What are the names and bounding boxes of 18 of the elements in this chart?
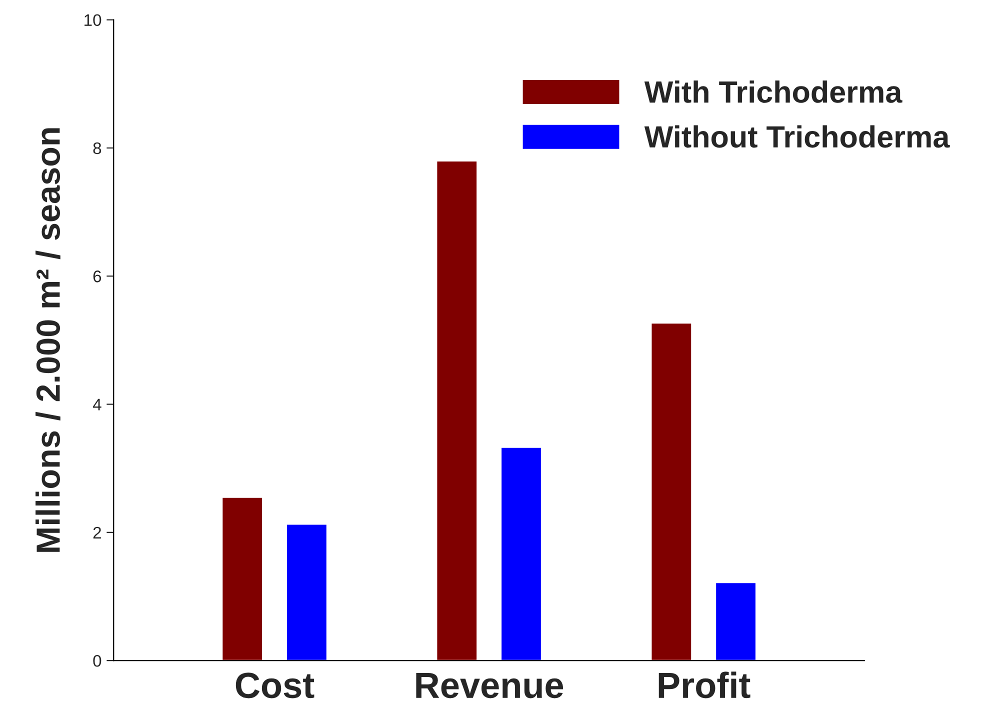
bar [436,160,478,661]
x-tick-label: Cost [236,672,314,698]
y-tick-label: 8 [93,142,102,154]
bar [650,322,692,661]
y-tick-label: 10 [84,14,102,26]
bar [500,446,542,661]
x-tick-label: Revenue [416,673,564,698]
bar [714,582,757,661]
y-axis-title: Millions / 2.000 m² / season [36,128,60,552]
bar [286,523,328,661]
legend-label: Without Trichoderma [644,125,950,148]
x-tick-label: Profit [658,672,750,698]
legend-label: With Trichoderma [644,80,902,103]
y-tick-label: 2 [93,526,101,538]
y-tick-label: 4 [92,398,102,410]
bar [221,496,264,661]
y-tick-label: 0 [93,654,102,667]
y-tick-label: 6 [93,270,102,282]
